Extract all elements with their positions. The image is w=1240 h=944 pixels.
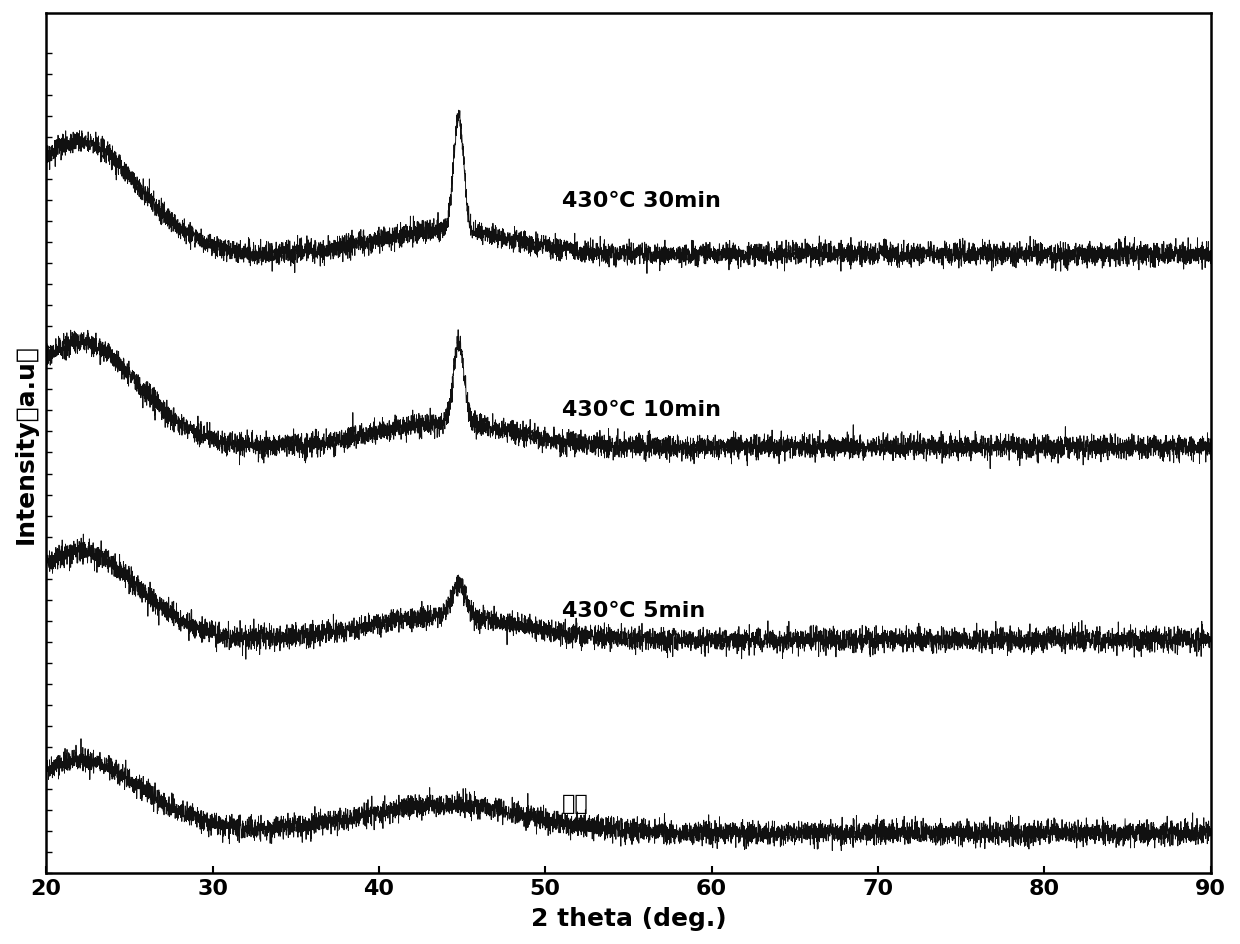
Text: 430℃ 5min: 430℃ 5min — [562, 600, 706, 620]
X-axis label: 2 theta (deg.): 2 theta (deg.) — [531, 906, 727, 930]
Text: 430℃ 10min: 430℃ 10min — [562, 399, 720, 419]
Y-axis label: Intensity（a.u）: Intensity（a.u） — [14, 344, 38, 543]
Text: 430℃ 30min: 430℃ 30min — [562, 191, 720, 211]
Text: 铸态: 铸态 — [562, 793, 589, 813]
